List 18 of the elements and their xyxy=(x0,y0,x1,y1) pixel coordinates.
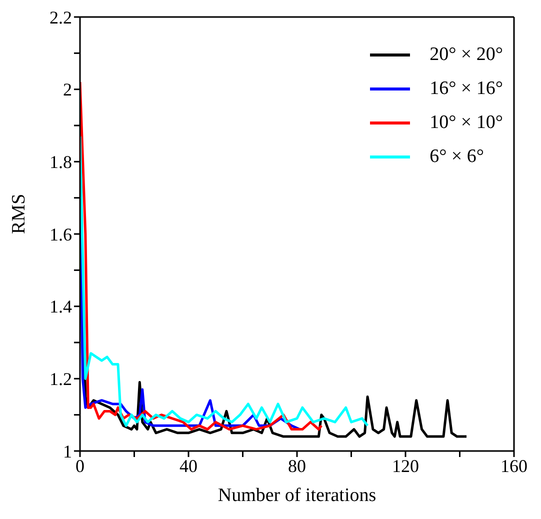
y-tick-label: 1.4 xyxy=(50,296,72,317)
x-tick-label: 0 xyxy=(76,456,84,476)
y-axis-title: RMS xyxy=(8,194,30,234)
x-axis-title: Number of iterations xyxy=(218,485,376,506)
y-tick-label: 1 xyxy=(63,441,72,462)
legend-label: 16° × 16° xyxy=(430,78,503,100)
y-tick-label: 1.8 xyxy=(50,152,72,172)
x-tick-label: 40 xyxy=(180,456,198,476)
y-tick-label: 1.6 xyxy=(50,224,72,244)
legend-label: 10° × 10° xyxy=(430,112,503,134)
legend-label: 6° × 6° xyxy=(430,146,484,168)
legend-label: 20° × 20° xyxy=(430,44,503,66)
x-tick-label: 120 xyxy=(392,456,419,476)
x-tick-label: 160 xyxy=(500,456,528,476)
x-tick-label: 80 xyxy=(288,456,306,476)
y-tick-label: 1.2 xyxy=(50,369,72,390)
y-tick-label: 2.2 xyxy=(50,7,72,28)
y-tick-label: 2 xyxy=(63,80,72,100)
